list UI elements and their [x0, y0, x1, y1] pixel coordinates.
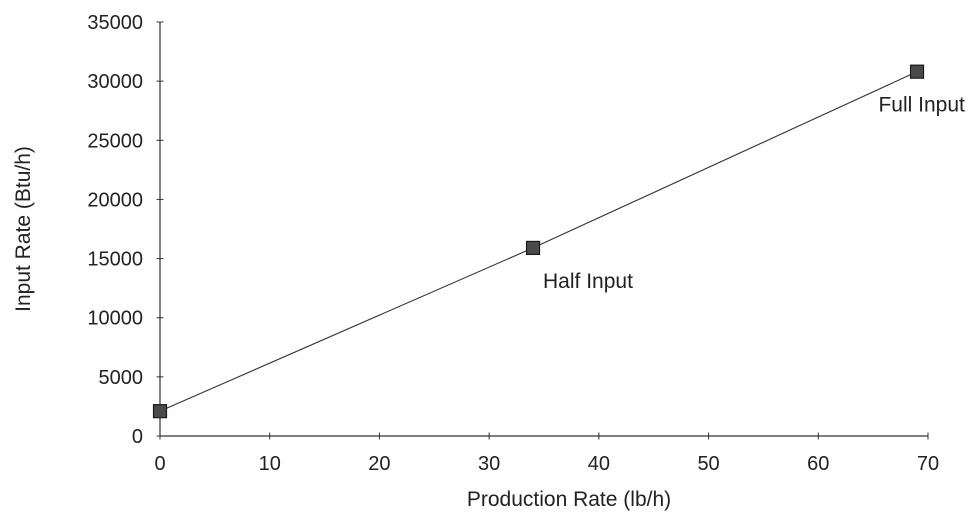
- point-annotation: Half Input: [543, 270, 633, 293]
- data-point-marker: [909, 64, 925, 79]
- x-tick-label: 40: [588, 453, 610, 475]
- x-tick-label: 30: [478, 453, 500, 475]
- y-tick-label: 10000: [87, 308, 143, 330]
- point-annotation: Full Input: [878, 94, 965, 117]
- y-tick-label: 35000: [87, 12, 143, 34]
- y-tick-label: 0: [132, 426, 143, 448]
- x-tick-label: 70: [917, 453, 939, 475]
- y-axis-title: Input Rate (Btu/h): [12, 146, 35, 312]
- x-axis-title: Production Rate (lb/h): [467, 488, 671, 511]
- x-tick-label: 10: [259, 453, 281, 475]
- chart-ticks: 0 10 20 30 40 50 60 70 0 5000 10000 15000 20000 25000…: [87, 12, 939, 475]
- chart-axes: [159, 22, 928, 437]
- y-tick-label: 15000: [87, 249, 143, 271]
- data-point-marker: [152, 404, 168, 419]
- y-tick-label: 20000: [87, 189, 143, 211]
- x-tick-label: 50: [697, 453, 719, 475]
- x-tick-label: 20: [368, 453, 390, 475]
- x-tick-label: 0: [154, 453, 165, 475]
- data-point-marker: [525, 240, 541, 256]
- y-tick-label: 25000: [87, 130, 143, 152]
- y-tick-label: 5000: [99, 367, 144, 389]
- chart-annotations: Half Input Full Input: [543, 94, 965, 293]
- y-tick-label: 30000: [87, 71, 143, 93]
- x-tick-label: 60: [807, 453, 829, 475]
- chart-series: [152, 64, 925, 419]
